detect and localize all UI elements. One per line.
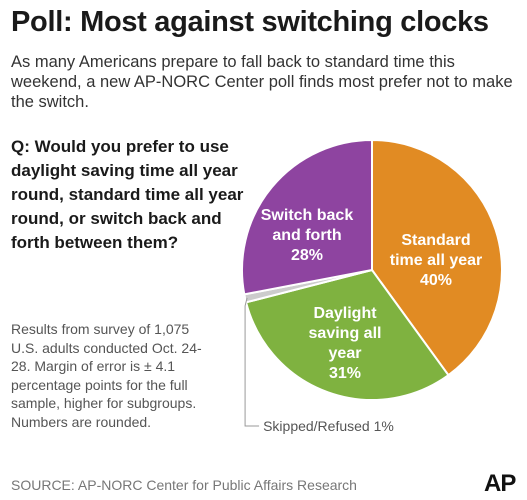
pie-slice: [241, 138, 373, 296]
chart-subtitle: As many Americans prepare to fall back t…: [11, 53, 513, 111]
chart-title: Poll: Most against switching clocks: [11, 6, 489, 38]
callout-leader-line: [244, 297, 260, 427]
slice-label: Standard time all year 40%: [390, 232, 483, 289]
slice-label: Daylight saving all year 31%: [309, 305, 382, 382]
methodology-note: Results from survey of 1,075 U.S. adults…: [11, 321, 202, 430]
pie-slice: [244, 268, 450, 401]
pie-slice: [371, 138, 503, 377]
ap-logo: AP: [484, 470, 516, 497]
poll-question: Q: Would you prefer to use daylight savi…: [11, 137, 244, 252]
slice-label: Switch back and forth 28%: [261, 207, 354, 264]
slice-label-skipped: Skipped/Refused 1%: [263, 418, 394, 434]
source-note: SOURCE: AP-NORC Center for Public Affair…: [11, 477, 357, 493]
